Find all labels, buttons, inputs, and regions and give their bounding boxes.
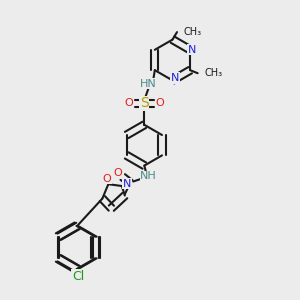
Text: O: O: [113, 168, 122, 178]
Text: CH₃: CH₃: [184, 27, 202, 37]
Text: N: N: [123, 178, 131, 189]
Text: O: O: [103, 174, 111, 184]
Text: Cl: Cl: [72, 270, 84, 283]
Text: N: N: [171, 73, 179, 83]
Text: N: N: [188, 45, 196, 55]
Text: CH₃: CH₃: [204, 68, 222, 78]
Text: NH: NH: [140, 171, 157, 181]
Text: S: S: [140, 96, 149, 110]
Text: HN: HN: [140, 79, 156, 89]
Text: O: O: [124, 98, 133, 108]
Text: Cl: Cl: [70, 273, 83, 286]
Text: O: O: [156, 98, 164, 108]
